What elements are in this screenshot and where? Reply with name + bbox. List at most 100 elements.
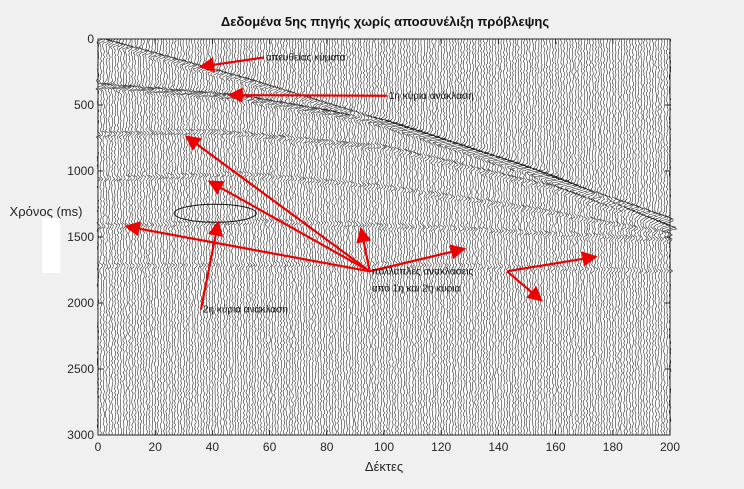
- seismic-trace: [595, 38, 603, 436]
- seismic-trace: [401, 39, 417, 436]
- seismic-trace: [465, 38, 479, 436]
- seismic-trace: [581, 38, 592, 436]
- seismic-trace: [415, 38, 429, 436]
- annotations: απευθείας κύματα 1η κύρια ανάκλαση πολλαπλ…: [124, 51, 598, 316]
- annotation-label: 1η κύρια ανάκλαση: [389, 90, 474, 102]
- seismic-trace: [223, 38, 233, 436]
- seismic-trace: [545, 38, 560, 436]
- x-tick-label: 20: [149, 440, 163, 454]
- seismic-trace: [506, 38, 521, 436]
- seismic-trace: [176, 38, 185, 436]
- seismic-trace: [275, 38, 283, 436]
- seismic-trace: [246, 38, 256, 436]
- seismic-trace: [443, 38, 457, 435]
- annotation-arrow: [207, 180, 371, 273]
- seismic-trace: [520, 38, 532, 436]
- seismic-trace: [451, 38, 466, 436]
- seismic-trace: [210, 38, 219, 436]
- seismic-trace: [187, 38, 197, 436]
- seismic-trace: [560, 38, 575, 436]
- y-tick-label: 2500: [67, 362, 94, 376]
- annotation-arrow: [369, 244, 467, 273]
- seismic-trace: [172, 38, 182, 436]
- seismic-trace: [155, 38, 164, 436]
- seismic-trace: [471, 38, 484, 436]
- seismic-trace: [136, 38, 145, 436]
- annotation-arrow: [199, 220, 224, 310]
- seismic-trace: [207, 38, 217, 436]
- seismic-trace: [433, 38, 447, 435]
- seismic-trace: [477, 38, 489, 436]
- seismic-trace: [329, 38, 341, 436]
- seismic-trace: [144, 38, 155, 436]
- seismic-trace: [141, 38, 152, 436]
- seismic-trace: [641, 38, 651, 436]
- seismic-trace: [571, 38, 583, 436]
- seismic-trace: [331, 38, 342, 436]
- seismic-trace: [410, 38, 426, 436]
- seismic-trace: [578, 38, 588, 436]
- seismic-trace: [312, 38, 321, 436]
- seismic-trace: [118, 38, 128, 436]
- seismic-trace: [103, 38, 113, 436]
- seismic-trace: [152, 38, 162, 436]
- seismic-trace: [264, 38, 273, 435]
- seismic-trace: [278, 38, 286, 436]
- seismic-trace: [244, 38, 253, 436]
- seismic-trace: [648, 38, 659, 436]
- seismic-trace: [618, 38, 626, 436]
- y-axis-ticks: 0 500 1000 1500 2000 2500 3000: [67, 32, 670, 442]
- seismic-trace: [499, 38, 515, 436]
- annotation-arrow: [506, 251, 598, 273]
- seismic-trace: [240, 38, 250, 436]
- seismic-trace: [491, 38, 506, 436]
- seismic-trace: [445, 38, 460, 436]
- seismic-trace: [416, 38, 432, 436]
- seismic-trace: [115, 38, 126, 436]
- x-tick-label: 200: [660, 440, 680, 454]
- seismic-trace: [493, 38, 508, 436]
- seismic-trace: [232, 38, 242, 436]
- seismic-trace: [192, 38, 202, 436]
- seismic-trace: [163, 38, 174, 436]
- seismic-trace: [480, 38, 494, 436]
- seismic-trace: [226, 38, 235, 435]
- seismic-trace: [368, 38, 383, 436]
- seismic-trace: [426, 38, 441, 436]
- x-tick-label: 60: [263, 440, 277, 454]
- seismic-trace: [292, 38, 302, 436]
- seismic-trace: [300, 38, 310, 436]
- annotation-label: πολλαπλές ανακλάσεις: [372, 265, 474, 277]
- seismic-trace: [587, 38, 596, 436]
- seismic-trace: [296, 38, 305, 436]
- y-axis-label: Χρόνος (ms): [10, 204, 83, 219]
- seismic-trace: [448, 39, 463, 436]
- seismic-trace: [652, 38, 662, 436]
- seismic-trace: [422, 38, 437, 436]
- seismic-trace: [204, 38, 213, 436]
- seismic-trace: [132, 38, 141, 436]
- seismic-trace: [469, 38, 483, 436]
- seismic-trace: [106, 38, 115, 436]
- seismic-trace: [197, 38, 207, 436]
- seismic-trace: [474, 38, 490, 436]
- seismic-trace: [623, 38, 633, 436]
- seismic-trace: [127, 38, 135, 436]
- seismic-trace: [457, 38, 471, 436]
- seismic-trace: [260, 38, 271, 436]
- seismic-trace: [583, 38, 594, 436]
- y-tick-label: 1000: [67, 164, 94, 178]
- seismic-trace: [548, 38, 563, 436]
- seismic-trace: [575, 38, 587, 436]
- seismic-trace: [284, 38, 294, 436]
- seismic-trace: [604, 38, 612, 436]
- seismic-trace: [383, 38, 398, 436]
- seismic-trace: [569, 38, 583, 436]
- seismic-trace: [488, 38, 503, 436]
- annotation-arrow: [506, 270, 543, 302]
- seismic-trace: [149, 38, 157, 436]
- seismic-trace: [353, 38, 361, 436]
- seismic-trace: [389, 38, 405, 436]
- x-tick-label: 120: [431, 440, 451, 454]
- seismic-trace: [406, 38, 420, 436]
